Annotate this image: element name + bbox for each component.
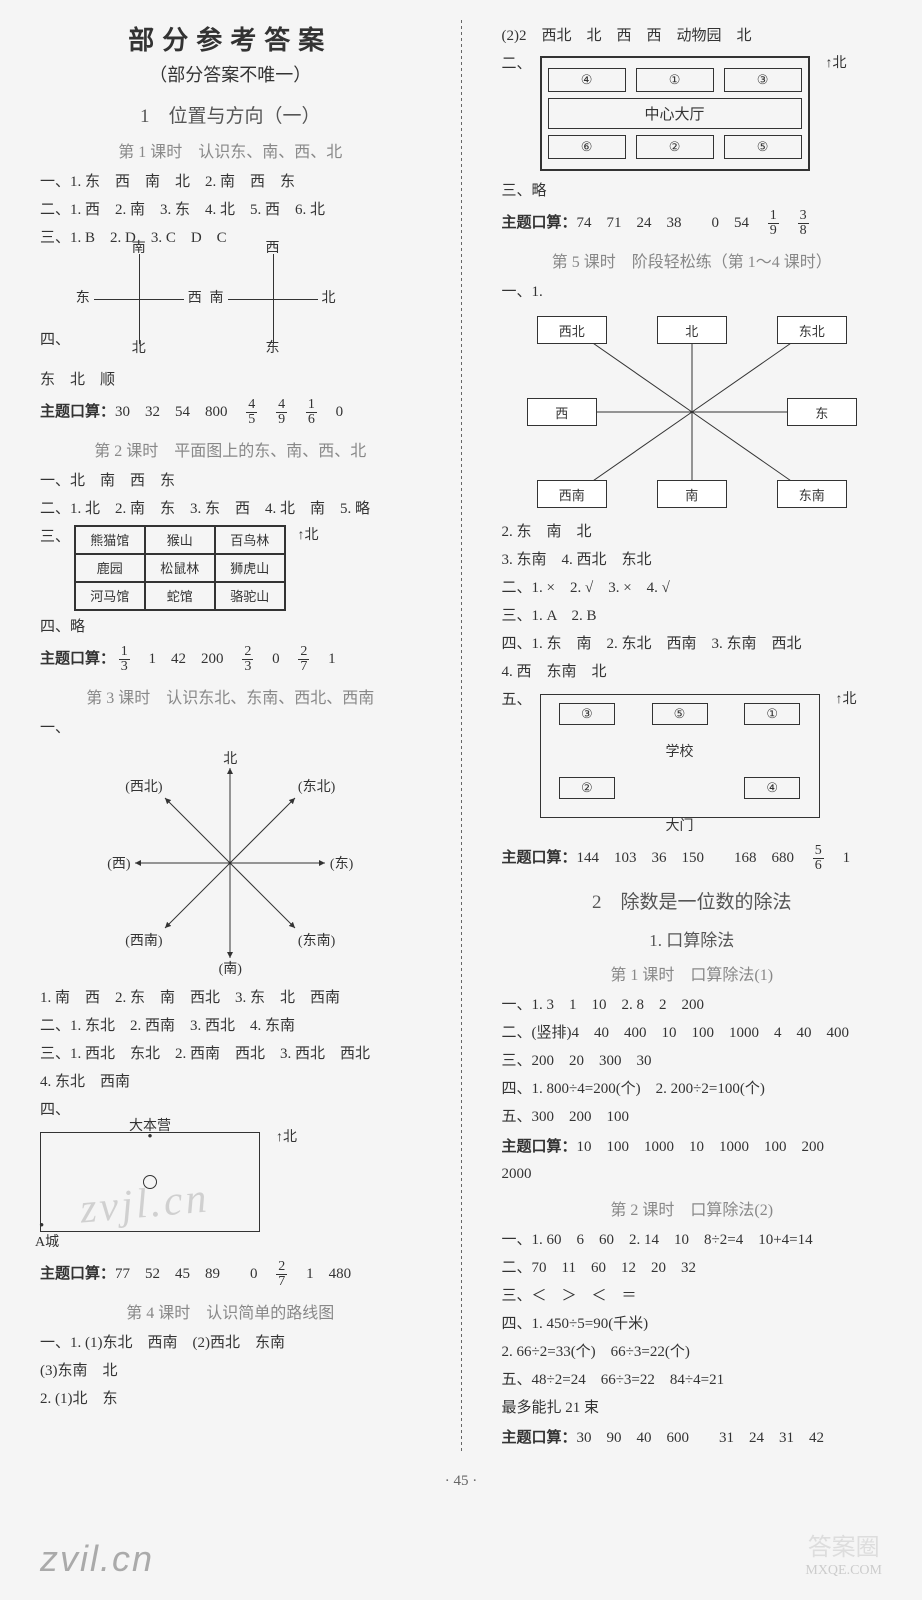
- lesson-5-title: 第 5 课时 阶段轻松练（第 1～4 课时）: [502, 248, 883, 272]
- text-line: 二、1. × 2. √ 3. × 4. √: [502, 576, 883, 600]
- mental-math: 主题口算：144 103 36 150 168 680 56 1: [502, 844, 883, 873]
- mental-math: 主题口算： 13 1 42 200 23 0 27 1: [40, 645, 421, 674]
- text-line: 五、48÷2=24 66÷3=22 84÷4=21: [502, 1368, 883, 1392]
- lesson-3-title: 第 3 课时 认识东北、东南、西北、西南: [40, 684, 421, 708]
- text-line: 1. 南 西 2. 东 南 西北 3. 东 北 西南: [40, 986, 421, 1010]
- text-line: 三、1. B 2. D 3. C D C: [40, 226, 421, 250]
- text-line: 三、1. A 2. B: [502, 604, 883, 628]
- main-title: 部分参考答案: [40, 20, 421, 57]
- text-line: 二、(竖排)4 40 400 10 100 1000 4 40 400: [502, 1021, 883, 1045]
- column-divider: [461, 20, 462, 1453]
- text-line: 2. 东 南 北: [502, 520, 883, 544]
- lesson-4-title: 第 4 课时 认识简单的路线图: [40, 1299, 421, 1323]
- text-line: 四、1. 800÷4=200(个) 2. 200÷2=100(个): [502, 1077, 883, 1101]
- text-line: (2)2 西北 北 西 西 动物园 北: [502, 24, 883, 48]
- mental-math: 主题口算：30 90 40 600 31 24 31 42: [502, 1426, 883, 1447]
- watermark-left: zvil.cn: [40, 1538, 154, 1580]
- text-line: 一、1. 60 6 60 2. 14 10 8÷2=4 10+4=14: [502, 1228, 883, 1252]
- text-line: 二、1. 北 2. 南 东 3. 东 西 4. 北 南 5. 略: [40, 497, 421, 521]
- text-line: 东 北 顺: [40, 368, 421, 392]
- text-line: 三、200 20 300 30: [502, 1049, 883, 1073]
- text-line: 一、1. (1)东北 西南 (2)西北 东南: [40, 1331, 421, 1355]
- text-line: 二、1. 东北 2. 西南 3. 西北 4. 东南: [40, 1014, 421, 1038]
- text-line: 一、北 南 西 东: [40, 469, 421, 493]
- text-line: 四、: [40, 1098, 421, 1122]
- text-line: 一、: [40, 716, 421, 740]
- text-line: 二、70 11 60 12 20 32: [502, 1256, 883, 1280]
- text-line: 2. 66÷2=33(个) 66÷3=22(个): [502, 1340, 883, 1364]
- c2-lesson-2-title: 第 2 课时 口算除法(2): [502, 1196, 883, 1220]
- north-arrow-icon: ↑北: [826, 52, 847, 72]
- compass-grid-8: 西北 北 东北 西 东 西南 南 东南: [527, 312, 857, 512]
- text-line: 五、: [502, 688, 532, 709]
- north-arrow-icon: ↑北: [276, 1126, 297, 1146]
- compass-cross-1: 南 北 西 东: [94, 254, 184, 344]
- c2-lesson-1-title: 第 1 课时 口算除法(1): [502, 961, 883, 985]
- school-diagram: ③ ⑤ ① 学校 ② ④ 大门: [540, 694, 820, 818]
- section-2-1: 1. 口算除法: [502, 926, 883, 951]
- text-line: 最多能扎 21 束: [502, 1396, 883, 1420]
- text-line: 三、1. 西北 东北 2. 西南 西北 3. 西北 西北: [40, 1042, 421, 1066]
- text-line: 二、: [502, 52, 532, 73]
- lesson-2-title: 第 2 课时 平面图上的东、南、西、北: [40, 437, 421, 461]
- watermark-right: 答案圈 MXQE.COM: [805, 1534, 882, 1580]
- zoo-grid: 熊猫馆猴山百鸟林 鹿园松鼠林狮虎山 河马馆蛇馆骆驼山: [74, 525, 286, 611]
- text-line: 三、 熊猫馆猴山百鸟林 鹿园松鼠林狮虎山 河马馆蛇馆骆驼山 ↑北: [40, 525, 421, 611]
- text-line: 三、＜ ＞ ＜ ＝: [502, 1284, 883, 1308]
- text-line: 2000: [502, 1162, 883, 1186]
- text-line: 3. 东南 4. 西北 东北: [502, 548, 883, 572]
- text-line: 一、1.: [502, 280, 883, 304]
- text-line: 4. 东北 西南: [40, 1070, 421, 1094]
- camp-rect: 大本营 • • A城: [40, 1132, 260, 1232]
- text-line: 2. (1)北 东: [40, 1387, 421, 1411]
- mental-math: 主题口算：10 100 1000 10 1000 100 200: [502, 1135, 883, 1156]
- mental-math: 主题口算：77 52 45 89 0 27 1 480: [40, 1260, 421, 1289]
- page-number: · 45 ·: [40, 1473, 882, 1490]
- mental-math: 主题口算：74 71 24 38 0 54 19 38: [502, 209, 883, 238]
- subtitle: （部分答案不唯一）: [40, 61, 421, 87]
- compass-8dir: 北 (南) (东) (西) (东北) (西北) (东南) (西南): [115, 748, 345, 978]
- text-line: 四、1. 东 南 2. 东北 西南 3. 东南 西北: [502, 632, 883, 656]
- mental-math: 主题口算：30 32 54 800 45 49 16 0: [40, 398, 421, 427]
- chapter-2: 2 除数是一位数的除法: [502, 887, 883, 914]
- text-line: 4. 西 东南 北: [502, 660, 883, 684]
- text-line: 五、300 200 100: [502, 1105, 883, 1129]
- text-line: 四、1. 450÷5=90(千米): [502, 1312, 883, 1336]
- text-line: 一、1. 3 1 10 2. 8 2 200: [502, 993, 883, 1017]
- lesson-1-title: 第 1 课时 认识东、南、西、北: [40, 138, 421, 162]
- text-line: (3)东南 北: [40, 1359, 421, 1383]
- text-line: 四、 南 北 西 东 西 东 北 南: [40, 254, 421, 352]
- text-line: 四、略: [40, 615, 421, 639]
- compass-cross-2: 西 东 北 南: [228, 254, 318, 344]
- hall-diagram: ④ ① ③ 中心大厅 ⑥ ② ⑤: [540, 56, 810, 171]
- text-line: 三、略: [502, 179, 883, 203]
- text-line: 二、1. 西 2. 南 3. 东 4. 北 5. 西 6. 北: [40, 198, 421, 222]
- text-line: 一、1. 东 西 南 北 2. 南 西 东: [40, 170, 421, 194]
- chapter-1: 1 位置与方向（一）: [40, 101, 421, 128]
- north-arrow-icon: ↑北: [836, 688, 857, 708]
- north-arrow-icon: ↑北: [298, 525, 319, 547]
